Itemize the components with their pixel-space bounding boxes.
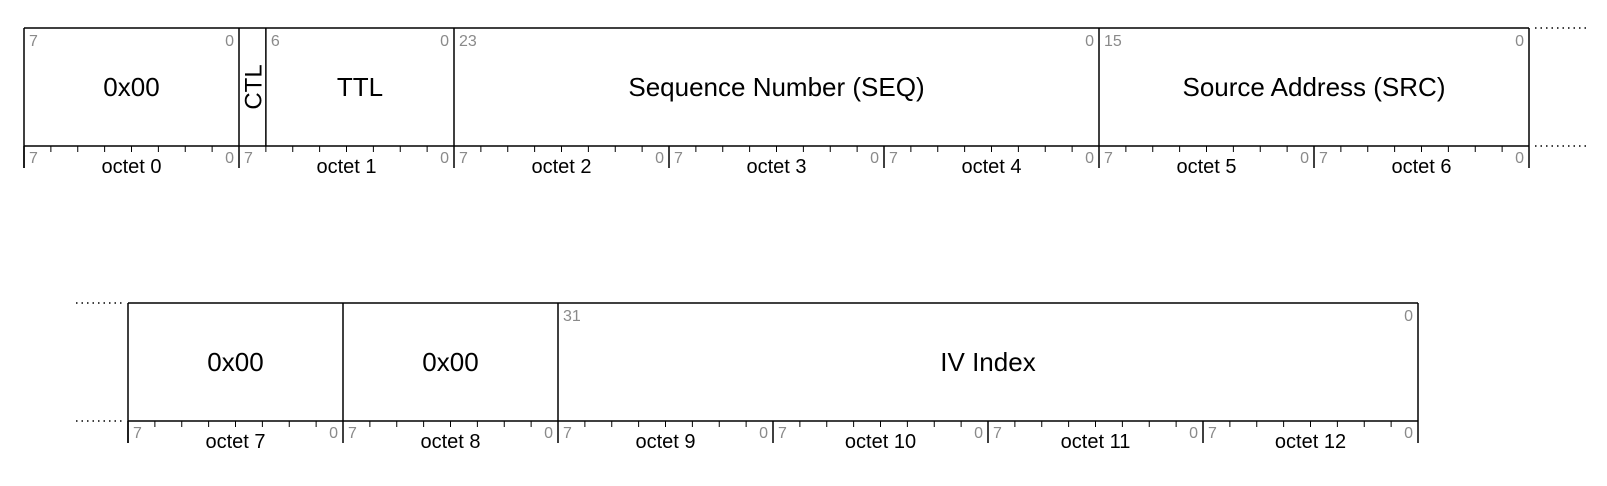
- field-lsb-label: 0: [1515, 33, 1524, 50]
- octet-lsb-label: 0: [1189, 425, 1198, 442]
- octet-lsb-label: 0: [759, 425, 768, 442]
- field-msb-label: 23: [459, 33, 477, 50]
- octet-label: octet 3: [746, 156, 806, 178]
- octet-lsb-label: 0: [974, 425, 983, 442]
- octet-msb-label: 7: [889, 150, 898, 167]
- octet-msb-label: 7: [993, 425, 1002, 442]
- field-label: IV Index: [940, 347, 1035, 377]
- field-label: Sequence Number (SEQ): [628, 72, 924, 102]
- octet-lsb-label: 0: [655, 150, 664, 167]
- octet-lsb-label: 0: [1085, 150, 1094, 167]
- octet-msb-label: 7: [244, 150, 253, 167]
- octet-msb-label: 7: [1104, 150, 1113, 167]
- octet-msb-label: 7: [563, 425, 572, 442]
- octet-label: octet 2: [531, 156, 591, 178]
- octet-lsb-label: 0: [329, 425, 338, 442]
- field-msb-label: 31: [563, 308, 581, 325]
- octet-msb-label: 7: [459, 150, 468, 167]
- octet-lsb-label: 0: [225, 150, 234, 167]
- field-msb-label: 7: [29, 33, 38, 50]
- octet-lsb-label: 0: [440, 150, 449, 167]
- octet-label: octet 6: [1391, 156, 1451, 178]
- field-msb-label: 15: [1104, 33, 1122, 50]
- octet-msb-label: 7: [1319, 150, 1328, 167]
- field-label: 0x00: [422, 347, 478, 377]
- octet-lsb-label: 0: [1300, 150, 1309, 167]
- field-label: 0x00: [207, 347, 263, 377]
- octet-lsb-label: 0: [870, 150, 879, 167]
- octet-label: octet 9: [635, 431, 695, 453]
- octet-label: octet 7: [205, 431, 265, 453]
- octet-msb-label: 7: [29, 150, 38, 167]
- octet-lsb-label: 0: [1515, 150, 1524, 167]
- octet-lsb-label: 0: [1404, 425, 1413, 442]
- field-msb-label: 6: [271, 33, 280, 50]
- field-label-ctl: CTL: [240, 64, 267, 109]
- octet-msb-label: 7: [1208, 425, 1217, 442]
- octet-label: octet 4: [961, 156, 1021, 178]
- octet-label: octet 10: [845, 431, 916, 453]
- octet-lsb-label: 0: [544, 425, 553, 442]
- octet-label: octet 11: [1061, 431, 1131, 453]
- octet-label: octet 1: [316, 156, 376, 178]
- octet-msb-label: 7: [133, 425, 142, 442]
- field-lsb-label: 0: [1404, 308, 1413, 325]
- octet-label: octet 12: [1275, 431, 1346, 453]
- octet-msb-label: 7: [674, 150, 683, 167]
- field-lsb-label: 0: [1085, 33, 1094, 50]
- field-lsb-label: 0: [225, 33, 234, 50]
- octet-label: octet 0: [101, 156, 161, 178]
- octet-msb-label: 7: [348, 425, 357, 442]
- field-label: 0x00: [103, 72, 159, 102]
- octet-msb-label: 7: [778, 425, 787, 442]
- octet-label: octet 5: [1176, 156, 1236, 178]
- field-label: TTL: [337, 72, 383, 102]
- octet-label: octet 8: [420, 431, 480, 453]
- field-label: Source Address (SRC): [1183, 72, 1446, 102]
- field-lsb-label: 0: [440, 33, 449, 50]
